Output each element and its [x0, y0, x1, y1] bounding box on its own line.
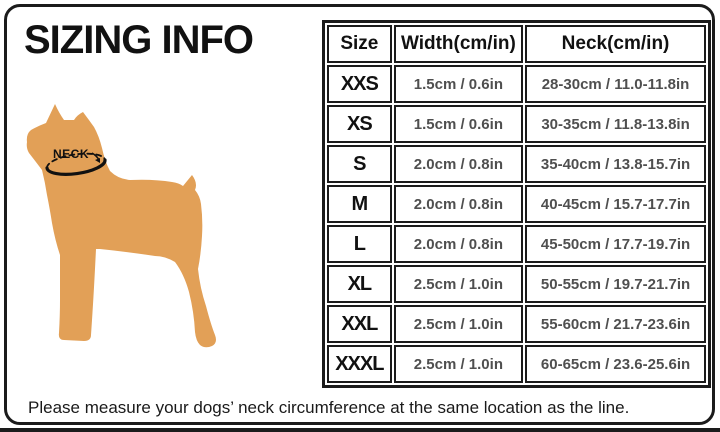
table-row: XXS 1.5cm / 0.6in 28-30cm / 11.0-11.8in	[327, 65, 706, 103]
measurement-note: Please measure your dogs’ neck circumfer…	[28, 398, 630, 417]
neck-measurement-line-solid	[45, 158, 107, 176]
size-cell: XXL	[327, 305, 392, 343]
neck-cell: 30-35cm / 11.8-13.8in	[525, 105, 706, 143]
column-header-neck: Neck(cm/in)	[525, 25, 706, 63]
dog-silhouette	[26, 104, 216, 348]
neck-label: NECK	[53, 147, 89, 161]
table-row: M 2.0cm / 0.8in 40-45cm / 15.7-17.7in	[327, 185, 706, 223]
table-row: XL 2.5cm / 1.0in 50-55cm / 19.7-21.7in	[327, 265, 706, 303]
size-cell: XL	[327, 265, 392, 303]
bottom-divider	[0, 428, 720, 432]
page-title: SIZING INFO	[24, 18, 254, 62]
neck-cell: 45-50cm / 17.7-19.7in	[525, 225, 706, 263]
column-header-width: Width(cm/in)	[393, 25, 524, 63]
size-cell: XXS	[327, 65, 392, 103]
width-cell: 1.5cm / 0.6in	[393, 105, 524, 143]
neck-cell: 55-60cm / 21.7-23.6in	[525, 305, 706, 343]
column-header-size: Size	[327, 25, 392, 63]
table-header-row: Size Width(cm/in) Neck(cm/in)	[327, 25, 706, 63]
width-cell: 2.5cm / 1.0in	[393, 305, 524, 343]
width-cell: 2.5cm / 1.0in	[393, 265, 524, 303]
table-row: XXL 2.5cm / 1.0in 55-60cm / 21.7-23.6in	[327, 305, 706, 343]
table-row: S 2.0cm / 0.8in 35-40cm / 13.8-15.7in	[327, 145, 706, 183]
table-row: XXXL 2.5cm / 1.0in 60-65cm / 23.6-25.6in	[327, 345, 706, 383]
neck-measurement-line-dashed	[46, 152, 106, 169]
width-cell: 2.0cm / 0.8in	[393, 145, 524, 183]
size-cell: S	[327, 145, 392, 183]
dog-illustration: NECK	[14, 90, 249, 358]
neck-cell: 60-65cm / 23.6-25.6in	[525, 345, 706, 383]
table-row: L 2.0cm / 0.8in 45-50cm / 17.7-19.7in	[327, 225, 706, 263]
width-cell: 2.5cm / 1.0in	[393, 345, 524, 383]
table-row: XS 1.5cm / 0.6in 30-35cm / 11.8-13.8in	[327, 105, 706, 143]
width-cell: 1.5cm / 0.6in	[393, 65, 524, 103]
width-cell: 2.0cm / 0.8in	[393, 185, 524, 223]
size-cell: L	[327, 225, 392, 263]
neck-cell: 40-45cm / 15.7-17.7in	[525, 185, 706, 223]
neck-arrow-head	[95, 158, 100, 163]
width-cell: 2.0cm / 0.8in	[393, 225, 524, 263]
size-cell: XS	[327, 105, 392, 143]
neck-cell: 28-30cm / 11.0-11.8in	[525, 65, 706, 103]
neck-cell: 35-40cm / 13.8-15.7in	[525, 145, 706, 183]
size-cell: XXXL	[327, 345, 392, 383]
sizing-table: Size Width(cm/in) Neck(cm/in) XXS 1.5cm …	[322, 20, 711, 388]
neck-cell: 50-55cm / 19.7-21.7in	[525, 265, 706, 303]
size-cell: M	[327, 185, 392, 223]
dog-illustration-svg: NECK	[26, 104, 216, 348]
